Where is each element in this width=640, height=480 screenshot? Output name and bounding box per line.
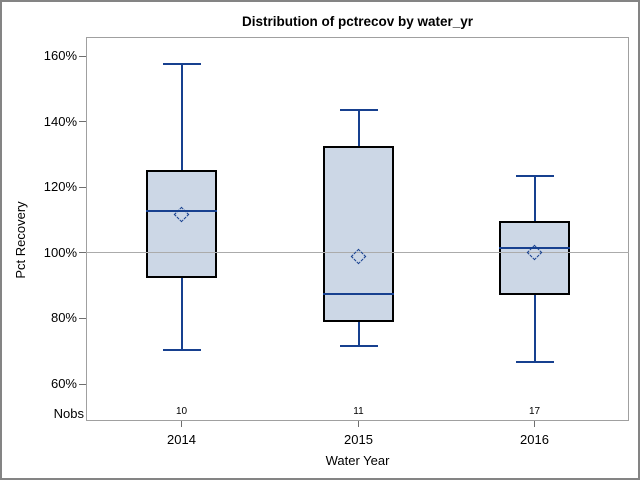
x-tick-mark <box>358 421 359 427</box>
y-tick-label: 120% <box>43 179 77 195</box>
y-tick-mark <box>79 121 86 123</box>
x-category-label: 2014 <box>167 432 196 447</box>
median-line <box>323 293 394 296</box>
y-tick-label: 140% <box>43 113 77 129</box>
iqr-box <box>499 221 570 295</box>
x-tick-mark <box>181 421 182 427</box>
nobs-value: 17 <box>528 406 541 417</box>
nobs-value: 11 <box>353 406 364 417</box>
y-tick-label: 80% <box>50 310 77 326</box>
lower-whisker <box>180 278 183 350</box>
y-tick-label: 160% <box>43 48 77 63</box>
upper-whisker-cap <box>162 62 201 65</box>
x-category-label: 2015 <box>344 432 373 447</box>
lower-whisker <box>357 322 360 346</box>
upper-whisker <box>180 63 183 171</box>
lower-whisker <box>533 294 536 363</box>
median-line <box>146 210 217 213</box>
iqr-box <box>146 170 217 279</box>
y-tick-mark <box>79 383 86 385</box>
y-tick-label: 100% <box>43 244 77 260</box>
upper-whisker <box>533 176 536 222</box>
upper-whisker-cap <box>515 175 554 178</box>
x-category-label: 2016 <box>520 432 549 447</box>
median-line <box>499 246 570 249</box>
x-tick-mark <box>534 421 535 427</box>
upper-whisker <box>357 110 360 147</box>
y-tick-label: 60% <box>50 376 77 391</box>
x-axis-title: Water Year <box>325 453 390 468</box>
lower-whisker-cap <box>515 361 554 364</box>
nobs-row-label: Nobs <box>53 406 84 421</box>
y-tick-mark <box>79 55 86 57</box>
nobs-value: 10 <box>175 406 188 417</box>
lower-whisker-cap <box>162 348 201 351</box>
y-tick-mark <box>79 317 86 319</box>
iqr-box <box>323 146 394 322</box>
chart-title: Distribution of pctrecov by water_yr <box>241 14 474 29</box>
y-tick-mark <box>79 186 86 188</box>
upper-whisker-cap <box>339 109 378 112</box>
y-tick-mark <box>79 252 86 254</box>
lower-whisker-cap <box>339 344 378 347</box>
reference-line-100pct <box>86 252 629 254</box>
